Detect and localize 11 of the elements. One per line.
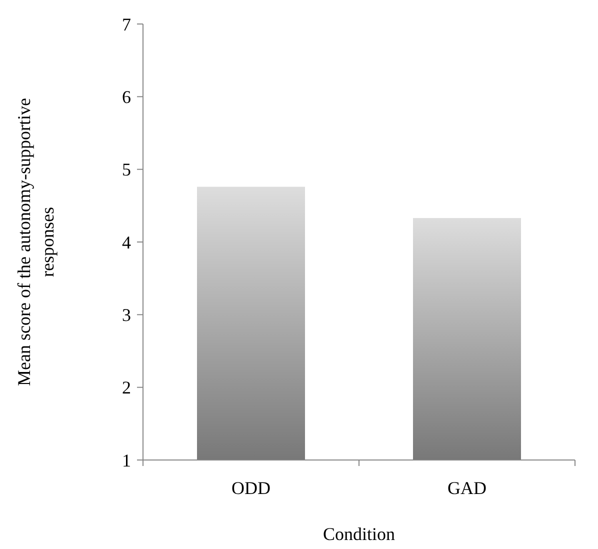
- y-tick-label: 2: [122, 378, 131, 398]
- y-axis-title: Mean score of the autonomy-supportive responses: [14, 98, 58, 386]
- y-tick-label: 4: [122, 232, 131, 252]
- y-tick-label: 7: [122, 14, 131, 34]
- x-axis-title: Condition: [322, 524, 396, 544]
- y-tick-label: 1: [122, 450, 131, 470]
- y-tick-label: 3: [122, 304, 131, 325]
- y-tick-label: 6: [122, 86, 131, 107]
- x-tick-label: GAD: [448, 478, 486, 498]
- x-tick-label: ODD: [232, 478, 270, 498]
- y-tick-label: 5: [122, 160, 131, 180]
